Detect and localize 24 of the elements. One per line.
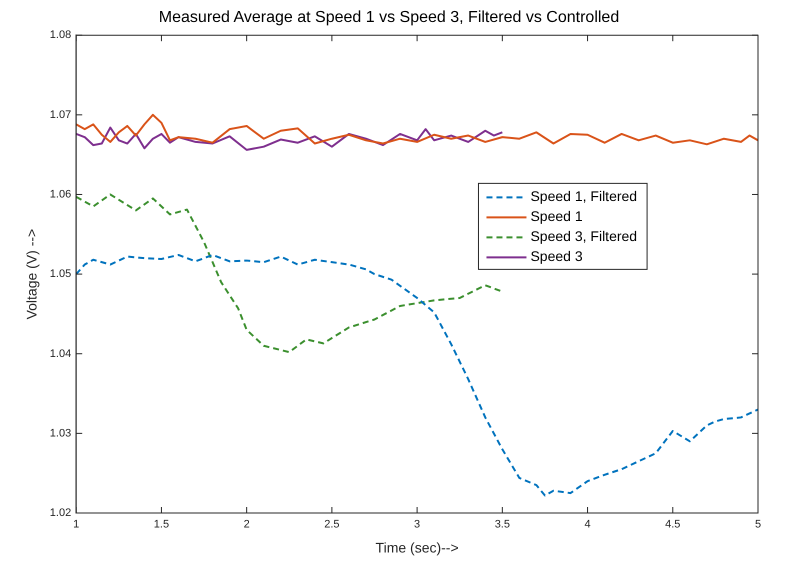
x-axis-title: Time (sec)--> [376, 539, 459, 556]
legend-label: Speed 1, Filtered [530, 188, 638, 204]
y-tick-label: 1.04 [50, 348, 72, 360]
x-tick-label: 2.5 [324, 518, 340, 531]
x-tick-label: 5 [754, 518, 762, 531]
x-tick-label: 4.5 [665, 518, 680, 531]
y-tick-label: 1.02 [50, 507, 72, 520]
legend-label: Speed 1 [530, 208, 583, 224]
x-tick-label: 1.5 [154, 518, 170, 531]
chart-title: Measured Average at Speed 1 vs Speed 3, Filtered vs Controlled [158, 9, 620, 26]
x-tick-label: 4 [584, 518, 591, 531]
y-tick-label: 1.07 [50, 108, 72, 121]
legend-label: Speed 3 [530, 248, 583, 264]
y-tick-label: 1.06 [50, 188, 72, 200]
x-tick-label: 3.5 [494, 518, 510, 531]
x-tick-label: 2 [244, 518, 250, 531]
legend-label: Speed 3, Filtered [530, 228, 638, 244]
line-series [76, 193, 504, 354]
y-tick-label: 1.03 [50, 427, 72, 440]
x-tick-label: 3 [414, 518, 420, 531]
y-axis-title: Voltage (V) --> [23, 228, 40, 320]
x-tick-label: 1 [73, 518, 80, 531]
y-tick-label: 1.08 [50, 29, 72, 42]
y-tick-label: 1.05 [50, 268, 72, 280]
